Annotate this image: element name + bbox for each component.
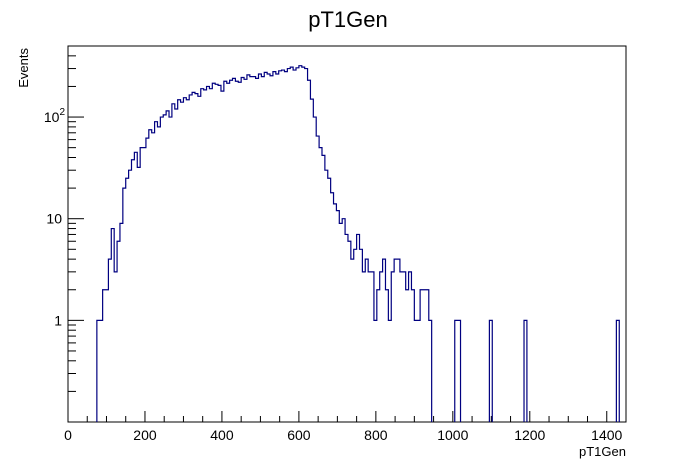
x-tick-label: 0 [64,427,72,443]
chart-title: pT1Gen [308,7,388,32]
x-tick-label: 400 [210,427,234,443]
x-tick-label: 1000 [437,427,468,443]
histogram-outline [96,65,620,422]
y-axis-label: Events [16,48,31,88]
x-tick-label: 1400 [591,427,622,443]
x-tick-label: 1200 [514,427,545,443]
x-tick-label: 200 [133,427,157,443]
x-axis-tick-labels: 0 200 400 600 800 1000 1200 1400 [64,427,622,443]
y-tick-label: 1 [54,312,62,328]
x-axis-label: pT1Gen [579,444,626,459]
x-tick-label: 600 [287,427,311,443]
x-tick-label: 800 [364,427,388,443]
y-tick-label: 102 [44,107,66,125]
y-tick-label: 10 [46,211,62,227]
axis-tick-marks [67,45,627,423]
y-axis-tick-labels: 1 10 102 [44,107,66,328]
